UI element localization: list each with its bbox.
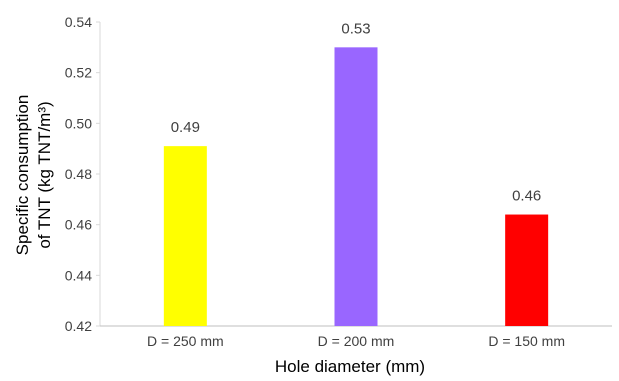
y-axis-title-line1: Specific consumption <box>13 95 32 256</box>
x-category-label: D = 200 mm <box>318 333 395 349</box>
bar-data-label: 0.53 <box>341 20 370 37</box>
y-tick-label: 0.44 <box>65 267 92 283</box>
y-tick-label: 0.46 <box>65 217 92 233</box>
x-axis-title: Hole diameter (mm) <box>275 357 425 376</box>
y-tick-label: 0.48 <box>65 166 92 182</box>
y-axis-title: Specific consumption of TNT (kg TNT/m³) <box>13 95 54 256</box>
x-category-label: D = 150 mm <box>488 333 565 349</box>
bar <box>163 146 207 326</box>
bar-data-label: 0.49 <box>171 119 200 136</box>
y-tick-label: 0.42 <box>65 318 92 334</box>
x-axis-category-labels: D = 250 mm D = 200 mm D = 150 mm <box>147 333 565 349</box>
y-axis-title-line2: of TNT (kg TNT/m³) <box>35 101 54 248</box>
y-tick-label: 0.50 <box>65 115 92 131</box>
data-labels: 0.49 0.53 0.46 <box>171 20 542 204</box>
bars <box>163 47 549 326</box>
bar <box>505 214 549 326</box>
y-tick-label: 0.54 <box>65 14 92 30</box>
y-axis-ticks: 0.42 0.44 0.46 0.48 0.50 0.52 0.54 <box>65 14 100 334</box>
y-tick-label: 0.52 <box>65 65 92 81</box>
bar <box>334 47 378 326</box>
x-category-label: D = 250 mm <box>147 333 224 349</box>
bar-data-label: 0.46 <box>512 188 541 205</box>
